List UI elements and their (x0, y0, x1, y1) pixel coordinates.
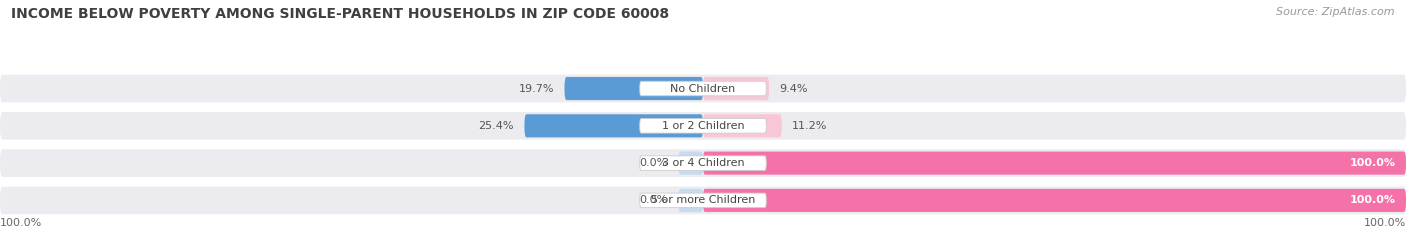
FancyBboxPatch shape (0, 187, 1406, 214)
FancyBboxPatch shape (640, 119, 766, 133)
FancyBboxPatch shape (640, 156, 766, 170)
FancyBboxPatch shape (640, 81, 766, 96)
FancyBboxPatch shape (640, 193, 766, 208)
Text: 9.4%: 9.4% (779, 84, 808, 93)
Text: 0.0%: 0.0% (640, 158, 668, 168)
FancyBboxPatch shape (565, 77, 703, 100)
FancyBboxPatch shape (0, 149, 1406, 177)
Text: Source: ZipAtlas.com: Source: ZipAtlas.com (1277, 7, 1395, 17)
Text: No Children: No Children (671, 84, 735, 93)
Text: 5 or more Children: 5 or more Children (651, 195, 755, 205)
Text: 100.0%: 100.0% (1350, 195, 1395, 205)
FancyBboxPatch shape (0, 112, 1406, 140)
FancyBboxPatch shape (703, 114, 782, 137)
FancyBboxPatch shape (524, 114, 703, 137)
Text: 1 or 2 Children: 1 or 2 Children (662, 121, 744, 131)
Text: INCOME BELOW POVERTY AMONG SINGLE-PARENT HOUSEHOLDS IN ZIP CODE 60008: INCOME BELOW POVERTY AMONG SINGLE-PARENT… (11, 7, 669, 21)
Text: 19.7%: 19.7% (519, 84, 554, 93)
Text: 100.0%: 100.0% (1364, 219, 1406, 229)
FancyBboxPatch shape (678, 151, 703, 175)
FancyBboxPatch shape (703, 77, 769, 100)
Text: 100.0%: 100.0% (1350, 158, 1395, 168)
FancyBboxPatch shape (703, 151, 1406, 175)
Text: 25.4%: 25.4% (478, 121, 515, 131)
FancyBboxPatch shape (0, 75, 1406, 102)
Text: 3 or 4 Children: 3 or 4 Children (662, 158, 744, 168)
FancyBboxPatch shape (678, 189, 703, 212)
Text: 0.0%: 0.0% (640, 195, 668, 205)
FancyBboxPatch shape (703, 189, 1406, 212)
Text: 100.0%: 100.0% (0, 219, 42, 229)
Text: 11.2%: 11.2% (793, 121, 828, 131)
